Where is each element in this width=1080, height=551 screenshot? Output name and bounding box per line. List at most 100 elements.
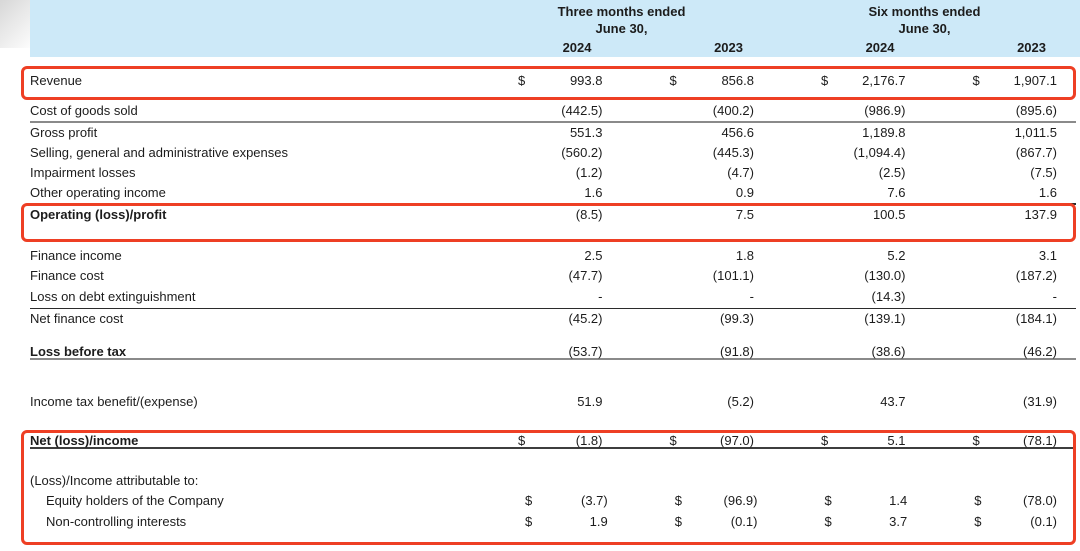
value-group: 456.6	[622, 125, 774, 140]
cell-value: (46.2)	[1023, 344, 1057, 359]
cell-value: (1.2)	[575, 164, 603, 180]
value-group: $ (78.0)	[926, 493, 1076, 508]
period-subtitle: June 30,	[898, 21, 951, 36]
cell-value: -	[598, 288, 603, 304]
row-gross-profit: Gross profit 551.3 456.6 1,189.8 1,011.5	[30, 125, 1076, 145]
row-label: Net finance cost	[30, 310, 124, 326]
cell-value: 1.6	[1038, 184, 1057, 200]
dollar-sign: $	[674, 493, 682, 508]
cell-value: 856.8	[721, 73, 754, 88]
value-group: $856.8	[622, 73, 774, 88]
value-group: 100.5	[773, 207, 925, 222]
value-group: (38.6)	[773, 344, 925, 359]
cell-value: 2.5	[584, 247, 603, 263]
cell-value: (184.1)	[1015, 310, 1057, 326]
row-impairment-losses: Impairment losses (1.2) (4.7) (2.5) (7.5)	[30, 165, 1076, 185]
value-group: $993.8	[470, 73, 622, 88]
period-title: Three months ended	[557, 4, 686, 19]
value-group: $ (1.8)	[470, 433, 622, 448]
value-group: (130.0)	[773, 268, 925, 283]
cell-value: 3.1	[1038, 247, 1057, 263]
cell-value: -	[1052, 288, 1057, 304]
value-group: $ (97.0)	[622, 433, 774, 448]
year-label: 2024	[865, 40, 895, 55]
value-group: (1.2)	[470, 165, 622, 180]
row-label: Selling, general and administrative expe…	[30, 144, 288, 160]
value-group: 51.9	[470, 394, 622, 409]
cell-value: (1.8)	[575, 433, 603, 448]
row-revenue: Revenue $993.8 $856.8 $2,176.7 $1,907.1	[30, 73, 1076, 94]
value-group: 1,189.8	[773, 125, 925, 140]
header-group-three-months-ended: Three months ended June 30, 2024 2023	[470, 3, 773, 57]
period-subtitle: June 30,	[595, 21, 648, 36]
dollar-sign: $	[524, 513, 533, 529]
cell-value: (560.2)	[561, 144, 603, 160]
cell-value: (867.7)	[1015, 144, 1057, 160]
value-group: (184.1)	[925, 311, 1077, 326]
row-label: (Loss)/Income attributable to:	[30, 473, 199, 488]
cell-value: 5.1	[887, 433, 906, 448]
value-group: $2,176.7	[773, 73, 925, 88]
value-group: (31.9)	[925, 394, 1077, 409]
cell-value: 1,011.5	[1014, 124, 1057, 140]
period-title: Six months ended	[868, 4, 981, 19]
cell-value: (7.5)	[1030, 164, 1057, 180]
row-net-loss-income: Net (loss)/income $ (1.8) $ (97.0) $5.1 $ (78.1…	[30, 433, 1076, 449]
value-group: (187.2)	[925, 268, 1077, 283]
cell-value: 456.6	[721, 124, 754, 140]
cell-value: (2.5)	[878, 164, 906, 180]
dollar-sign: $	[972, 433, 980, 448]
row-loss-before-tax: Loss before tax (53.7) (91.8) (38.6) (46.2)	[30, 344, 1076, 360]
value-group: 1.6	[925, 185, 1077, 200]
value-group: (99.3)	[622, 311, 774, 326]
value-group: $ (78.1)	[925, 433, 1077, 448]
value-group: 7.5	[622, 207, 774, 222]
cell-value: (31.9)	[1023, 394, 1057, 409]
cell-value: 993.8	[569, 73, 603, 88]
cell-value: (78.0)	[1023, 493, 1058, 508]
row-label: Other operating income	[30, 184, 166, 200]
value-group: 3.1	[925, 248, 1077, 263]
dollar-sign: $	[518, 73, 526, 88]
value-group: (560.2)	[470, 145, 622, 160]
row-label: Net (loss)/income	[30, 433, 139, 448]
value-group: (91.8)	[622, 344, 774, 359]
cell-value: (130.0)	[864, 268, 906, 283]
value-group: $ (0.1)	[627, 514, 777, 529]
cell-value: (14.3)	[871, 288, 906, 304]
dollar-sign: $	[518, 433, 526, 448]
income-statement-table: Revenue $993.8 $856.8 $2,176.7 $1,907.1 Cost …	[30, 57, 1076, 534]
cell-value: (99.3)	[720, 310, 754, 326]
cell-value: 1.4	[889, 493, 908, 508]
cell-value: (986.9)	[864, 102, 906, 118]
row-operating-loss-profit: Operating (loss)/profit (8.5) 7.5 100.5 137.…	[30, 207, 1076, 227]
dollar-sign: $	[974, 513, 982, 529]
year-row: 2024 2023	[773, 38, 1076, 57]
row-selling-general-and-administrative-expenses: Selling, general and administrative expe…	[30, 145, 1076, 165]
row-finance-income: Finance income 2.5 1.8 5.2 3.1	[30, 248, 1076, 269]
row-non-controlling-interests: Non-controlling interests $1.9 $ (0.1) $3.7 $…	[30, 514, 1076, 535]
cell-value: 5.2	[887, 247, 906, 263]
value-group: (4.7)	[622, 165, 774, 180]
cell-value: (38.6)	[871, 344, 906, 359]
cell-value: (0.1)	[730, 513, 758, 529]
value-group: $5.1	[773, 433, 925, 448]
value-group: (47.7)	[470, 268, 622, 283]
row-label: Finance cost	[30, 268, 104, 283]
row-label: Operating (loss)/profit	[30, 206, 167, 222]
row-cost-of-goods-sold: Cost of goods sold (442.5) (400.2) (986.9) (…	[30, 103, 1076, 123]
cell-value: (187.2)	[1015, 268, 1057, 283]
value-group: (986.9)	[773, 103, 925, 118]
value-group: (101.1)	[622, 268, 774, 283]
row-net-finance-cost: Net finance cost (45.2) (99.3) (139.1) (184.…	[30, 311, 1076, 332]
row-finance-cost: Finance cost (47.7) (101.1) (130.0) (187.2)	[30, 268, 1076, 289]
dollar-sign: $	[669, 433, 677, 448]
row-label: Cost of goods sold	[30, 102, 138, 118]
value-group: $1,907.1	[925, 73, 1077, 88]
value-group: 5.2	[773, 248, 925, 263]
row-label: Non-controlling interests	[46, 513, 187, 529]
value-group: 7.6	[773, 185, 925, 200]
value-group: -	[925, 289, 1077, 304]
cell-value: 3.7	[889, 513, 908, 529]
value-group: 1,011.5	[925, 125, 1077, 140]
